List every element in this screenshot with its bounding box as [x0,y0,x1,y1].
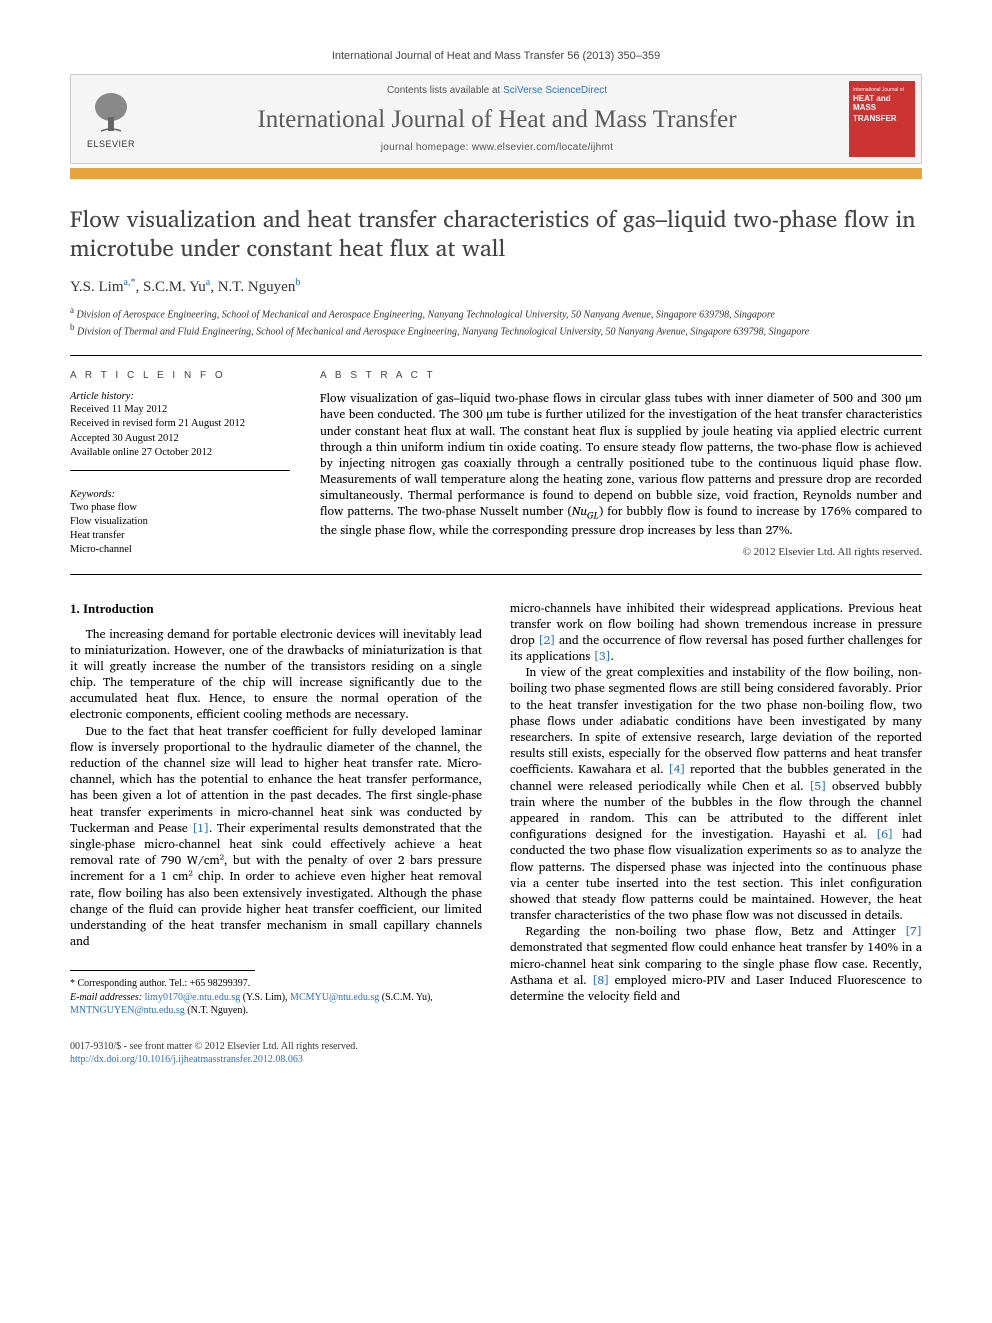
affiliation-a: a Division of Aerospace Engineering, Sch… [70,304,922,322]
emails-label: E-mail addresses: [70,992,142,1003]
keyword-4: Micro-channel [70,543,290,557]
email-who-1: (Y.S. Lim), [243,992,288,1003]
doi-link[interactable]: http://dx.doi.org/10.1016/j.ijheatmasstr… [70,1054,303,1065]
header-center: Contents lists available at SciVerse Sci… [151,75,843,163]
affiliation-b: b Division of Thermal and Fluid Engineer… [70,321,922,339]
para-1-1: The increasing demand for portable elect… [70,627,482,724]
author-1: Y.S. Lim [70,279,124,295]
abstract-column: A B S T R A C T Flow visualization of ga… [320,370,922,557]
revised-date: Received in revised form 21 August 2012 [70,417,290,431]
journal-header: ELSEVIER Contents lists available at Sci… [70,74,922,164]
author-list: Y.S. Lima,*, S.C.M. Yua, N.T. Nguyenb [70,277,922,296]
email-link-3[interactable]: MNTNGUYEN@ntu.edu.sg [70,1005,185,1016]
keywords-label: Keywords: [70,489,290,500]
article-info-heading: A R T I C L E I N F O [70,370,290,381]
sciencedirect-link[interactable]: SciVerse ScienceDirect [503,85,607,96]
history-label: Article history: [70,391,290,402]
elsevier-tree-icon [86,89,136,139]
column-right: micro-channels have inhibited their wide… [510,601,922,1066]
info-divider [70,470,290,471]
copyright-line: © 2012 Elsevier Ltd. All rights reserved… [320,546,922,558]
bottom-block: 0017-9310/$ - see front matter © 2012 El… [70,1040,482,1066]
online-date: Available online 27 October 2012 [70,446,290,460]
affiliations: a Division of Aerospace Engineering, Sch… [70,304,922,340]
section-1-heading: 1. Introduction [70,601,482,617]
para-1-2: Due to the fact that heat transfer coeff… [70,724,482,951]
page: International Journal of Heat and Mass T… [0,0,992,1106]
homepage-prefix: journal homepage: [381,142,472,153]
elsevier-label: ELSEVIER [87,139,135,149]
orange-bar [70,168,922,179]
journal-title: International Journal of Heat and Mass T… [257,106,736,134]
body-columns: 1. Introduction The increasing demand fo… [70,601,922,1066]
corresponding-footnote: * Corresponding author. Tel.: +65 982993… [70,977,482,991]
email-link-2[interactable]: MCMYU@ntu.edu.sg [290,992,379,1003]
author-3-aff: b [295,277,300,288]
keyword-2: Flow visualization [70,515,290,529]
author-2-aff: a [206,277,210,288]
email-who-2: (S.C.M. Yu), [382,992,433,1003]
homepage-url[interactable]: www.elsevier.com/locate/ijhmt [472,142,614,153]
footnote-divider [70,970,255,971]
para-2-1: micro-channels have inhibited their wide… [510,601,922,666]
keywords-block: Keywords: Two phase flow Flow visualizat… [70,489,290,558]
abstract-heading: A B S T R A C T [320,370,922,381]
author-1-aff: a,* [124,277,136,288]
homepage-line: journal homepage: www.elsevier.com/locat… [381,142,614,153]
info-abstract-row: A R T I C L E I N F O Article history: R… [70,356,922,573]
cover-top-text: International Journal of [853,87,911,93]
article-title: Flow visualization and heat transfer cha… [70,205,922,263]
author-3: N.T. Nguyen [218,279,296,295]
received-date: Received 11 May 2012 [70,403,290,417]
cover-title-1: HEAT and MASS [853,95,911,113]
keyword-3: Heat transfer [70,529,290,543]
cover-title-2: TRANSFER [853,115,911,124]
email-footnote: E-mail addresses: limy0170@e.ntu.edu.sg … [70,991,482,1018]
author-2: S.C.M. Yu [143,279,206,295]
column-left: 1. Introduction The increasing demand fo… [70,601,482,1066]
article-info: A R T I C L E I N F O Article history: R… [70,370,290,557]
para-2-3: Regarding the non-boiling two phase flow… [510,924,922,1005]
top-citation: International Journal of Heat and Mass T… [70,50,922,62]
contents-prefix: Contents lists available at [387,85,503,96]
issn-line: 0017-9310/$ - see front matter © 2012 El… [70,1040,482,1053]
divider-bottom [70,574,922,575]
abstract-text: Flow visualization of gas–liquid two-pha… [320,391,922,539]
email-who-3: (N.T. Nguyen). [187,1005,248,1016]
elsevier-logo: ELSEVIER [71,75,151,163]
journal-cover: International Journal of HEAT and MASS T… [849,81,915,157]
email-link-1[interactable]: limy0170@e.ntu.edu.sg [145,992,241,1003]
para-2-2: In view of the great complexities and in… [510,665,922,924]
contents-line: Contents lists available at SciVerse Sci… [387,85,607,96]
keyword-1: Two phase flow [70,501,290,515]
accepted-date: Accepted 30 August 2012 [70,432,290,446]
